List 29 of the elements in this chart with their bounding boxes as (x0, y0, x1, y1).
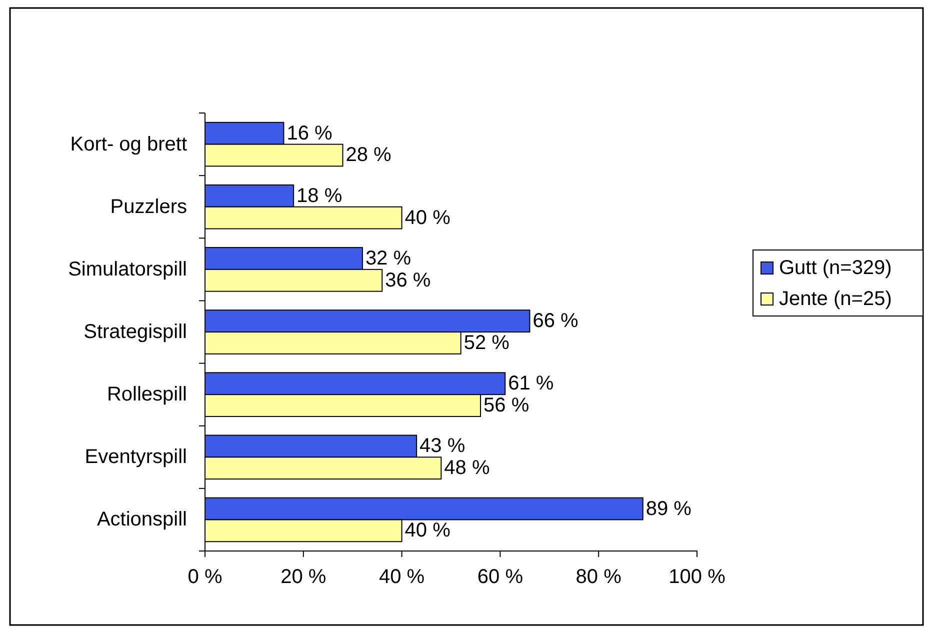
data-label: 43 % (420, 435, 466, 458)
legend-label: Jente (n=25) (779, 288, 892, 310)
x-tick-label: 80 % (576, 566, 622, 588)
data-label: 16 % (286, 122, 333, 144)
y-tick-label: Actionspill (96, 508, 187, 531)
x-tick-label: 0 % (188, 566, 222, 588)
x-tick-label: 40 % (379, 566, 425, 588)
data-label: 40 % (404, 206, 451, 229)
data-label: 40 % (404, 520, 451, 542)
data-label: 36 % (385, 269, 431, 292)
data-label: 56 % (484, 394, 530, 417)
x-tick-label: 20 % (280, 566, 326, 588)
data-label: 48 % (444, 457, 490, 480)
x-tick-label: 100 % (668, 566, 726, 588)
y-tick-label: Puzzlers (110, 196, 187, 218)
y-tick-label: Rollespill (106, 384, 187, 406)
x-tick-label: 60 % (477, 566, 524, 588)
y-tick-label: Kort- og brett (70, 133, 188, 156)
data-label: 18 % (296, 184, 342, 207)
data-label: 61 % (508, 372, 554, 395)
data-label: 66 % (532, 310, 579, 332)
data-label: 28 % (346, 144, 392, 166)
data-label: 32 % (365, 247, 412, 270)
y-tick-label: Eventyrspill (84, 446, 187, 468)
y-tick-label: Strategispill (84, 321, 187, 343)
data-label: 89 % (646, 498, 692, 520)
y-tick-label: Simulatorspill (68, 258, 187, 280)
data-label: 52 % (464, 332, 510, 354)
legend-label: Gutt (n=329) (779, 257, 892, 279)
